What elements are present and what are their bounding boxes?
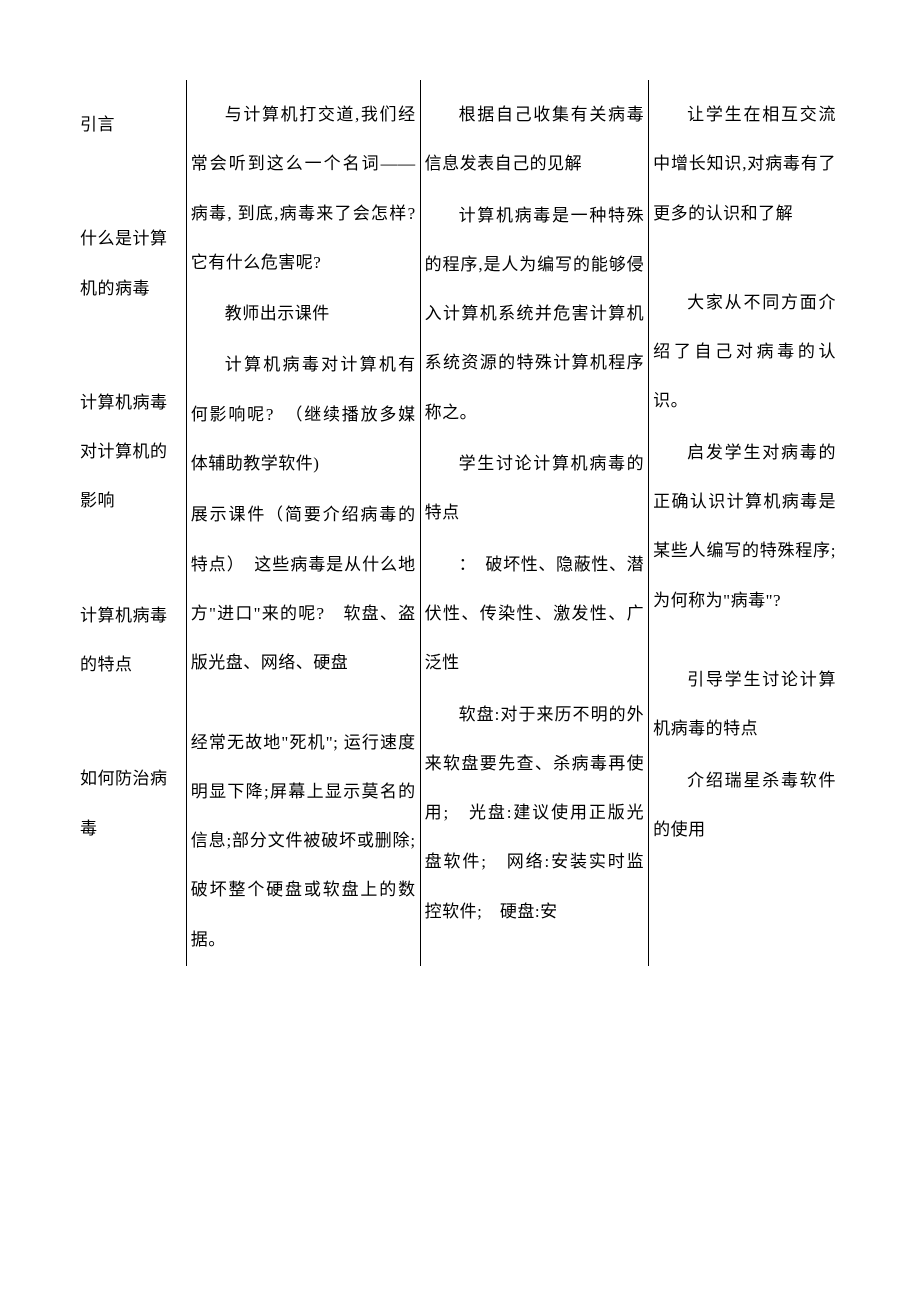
paragraph: 让学生在相互交流中增长知识,对病毒有了更多的认识和了解 <box>653 90 836 238</box>
document-page: 引言 什么是计算机的病毒 计算机病毒对计算机的影响 计算机病毒的特点 如何防治病… <box>80 80 840 966</box>
table-row: 引言 什么是计算机的病毒 计算机病毒对计算机的影响 计算机病毒的特点 如何防治病… <box>80 80 840 966</box>
topic-item: 计算机病毒对计算机的影响 <box>80 378 184 526</box>
design-intent-column: 让学生在相互交流中增长知识,对病毒有了更多的认识和了解 大家从不同方面介绍了自己… <box>649 80 840 966</box>
paragraph: 计算机病毒对计算机有何影响呢? （继续播放多媒体辅助教学软件) <box>191 340 416 488</box>
student-activity-column: 根据自己收集有关病毒信息发表自己的见解 计算机病毒是一种特殊的程序,是人为编写的… <box>420 80 649 966</box>
paragraph: 展示课件（简要介绍病毒的特点） 这些病毒是从什么地方"进口"来的呢? 软盘、盗版… <box>191 490 416 687</box>
topic-item: 引言 <box>80 100 184 149</box>
paragraph: 根据自己收集有关病毒信息发表自己的见解 <box>425 90 645 189</box>
paragraph: 启发学生对病毒的正确认识计算机病毒是某些人编写的特殊程序;为何称为"病毒"? <box>653 428 836 625</box>
paragraph: 大家从不同方面介绍了自己对病毒的认识。 <box>653 278 836 426</box>
paragraph: ： 破坏性、隐蔽性、潜伏性、传染性、激发性、广泛性 <box>425 540 645 688</box>
paragraph: 教师出示课件 <box>191 289 416 338</box>
paragraph: 介绍瑞星杀毒软件的使用 <box>653 756 836 855</box>
teacher-activity-column: 与计算机打交道,我们经常会听到这么一个名词——病毒, 到底,病毒来了会怎样?它有… <box>186 80 420 966</box>
topic-item: 如何防治病毒 <box>80 754 184 853</box>
topic-item: 什么是计算机的病毒 <box>80 214 184 313</box>
paragraph: 计算机病毒是一种特殊的程序,是人为编写的能够侵入计算机系统并危害计算机系统资源的… <box>425 191 645 437</box>
topic-column: 引言 什么是计算机的病毒 计算机病毒对计算机的影响 计算机病毒的特点 如何防治病… <box>80 80 186 966</box>
paragraph: 引导学生讨论计算机病毒的特点 <box>653 655 836 754</box>
paragraph: 软盘:对于来历不明的外来软盘要先查、杀病毒再使用; 光盘:建议使用正版光盘软件;… <box>425 690 645 936</box>
paragraph: 经常无故地"死机"; 运行速度明显下降;屏幕上显示莫名的信息;部分文件被破坏或删… <box>191 718 416 964</box>
lesson-plan-table: 引言 什么是计算机的病毒 计算机病毒对计算机的影响 计算机病毒的特点 如何防治病… <box>80 80 840 966</box>
paragraph: 与计算机打交道,我们经常会听到这么一个名词——病毒, 到底,病毒来了会怎样?它有… <box>191 90 416 287</box>
paragraph: 学生讨论计算机病毒的特点 <box>425 439 645 538</box>
topic-item: 计算机病毒的特点 <box>80 591 184 690</box>
